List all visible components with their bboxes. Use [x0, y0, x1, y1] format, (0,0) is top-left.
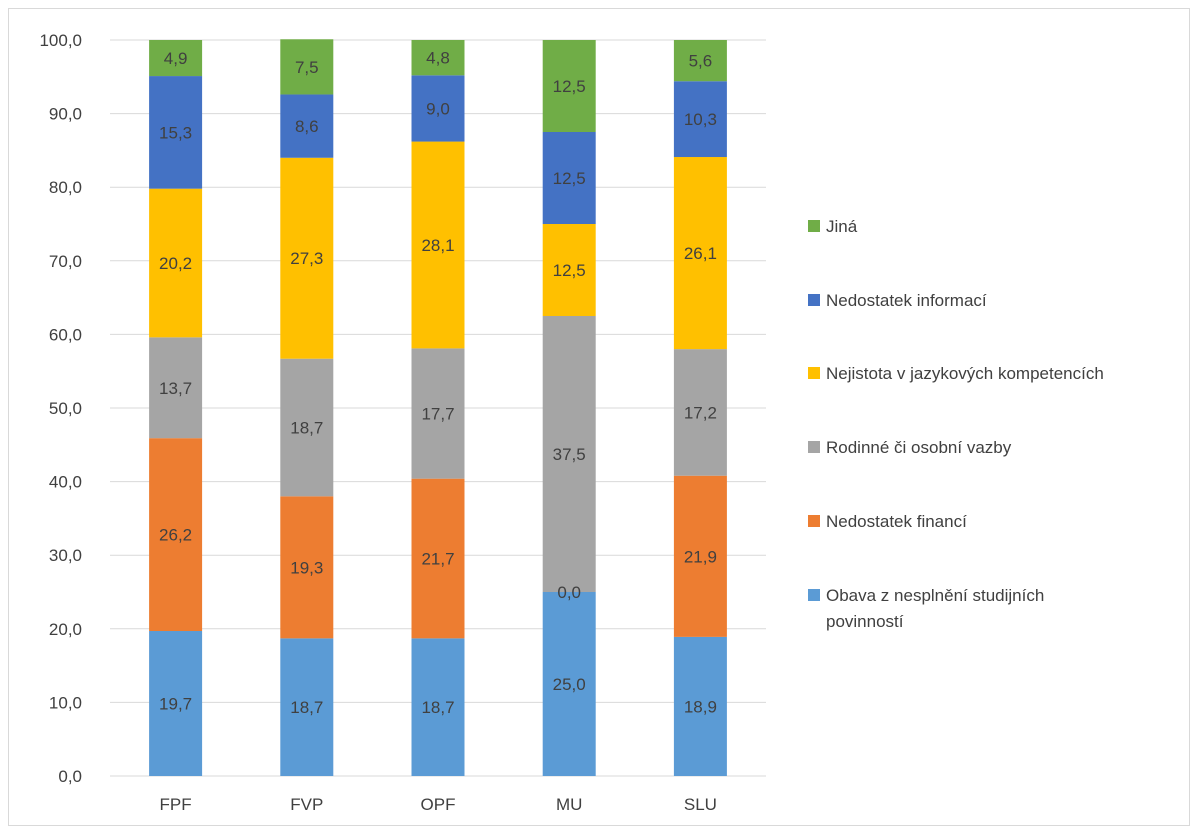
- y-axis: 0,0 10,0 20,0 30,0 40,0 50,0 60,0 70,0 80,0 90,0 1…: [39, 31, 82, 786]
- bar-segment: [280, 157, 334, 359]
- bar-segment: [411, 638, 465, 776]
- bar-segment: [411, 40, 465, 76]
- y-tick-label: 90,0: [49, 105, 82, 124]
- legend-swatch: [808, 515, 820, 527]
- legend-label: Nejistota v jazykových kompetencích: [826, 364, 1104, 383]
- data-labels: 19,7 26,2 13,7 20,2 15,3 4,9 18,7 19,3 18,7 27,3 8…: [159, 49, 717, 718]
- data-label: 28,1: [421, 236, 454, 255]
- data-label: 9,0: [426, 99, 450, 118]
- bar-segment: [542, 132, 596, 224]
- y-tick-label: 40,0: [49, 473, 82, 492]
- data-label: 37,5: [553, 445, 586, 464]
- data-label: 12,5: [553, 261, 586, 280]
- data-label: 8,6: [295, 117, 319, 136]
- bar-segment: [542, 592, 596, 776]
- legend-label: Rodinné či osobní vazby: [826, 438, 1012, 457]
- data-label: 10,3: [684, 110, 717, 129]
- legend-swatch: [808, 220, 820, 232]
- bar-segment: [149, 631, 203, 776]
- bar-segment: [411, 141, 465, 349]
- data-label: 4,9: [164, 49, 188, 68]
- bar-segment: [280, 638, 334, 776]
- bar-segment: [673, 636, 727, 776]
- data-label: 7,5: [295, 58, 319, 77]
- data-label: 12,5: [553, 169, 586, 188]
- data-label: 19,7: [159, 695, 192, 714]
- y-tick-label: 0,0: [58, 767, 82, 786]
- data-label: 19,3: [290, 558, 323, 577]
- x-tick-label: OPF: [421, 795, 456, 814]
- data-label: 5,6: [689, 52, 713, 71]
- data-label: 12,5: [553, 77, 586, 96]
- bar-segment: [280, 358, 334, 497]
- legend-swatch: [808, 589, 820, 601]
- y-tick-label: 30,0: [49, 546, 82, 565]
- bar-segment: [280, 496, 334, 639]
- data-label: 26,2: [159, 526, 192, 545]
- bar-segment: [149, 188, 203, 338]
- data-label: 25,0: [553, 675, 586, 694]
- data-label: 27,3: [290, 249, 323, 268]
- bar-segment: [673, 475, 727, 637]
- bar-segment: [149, 76, 203, 189]
- data-label: 18,7: [290, 419, 323, 438]
- y-tick-label: 10,0: [49, 693, 82, 712]
- bar-segment: [280, 39, 334, 95]
- y-tick-label: 100,0: [39, 31, 82, 50]
- data-label: 0,0: [557, 583, 581, 602]
- legend-swatch: [808, 367, 820, 379]
- bars: [149, 39, 727, 776]
- bar-segment: [542, 316, 596, 592]
- bar-segment: [673, 81, 727, 158]
- data-label: 20,2: [159, 254, 192, 273]
- data-label: 4,8: [426, 49, 450, 68]
- data-label: 15,3: [159, 123, 192, 142]
- bar-segment: [149, 337, 203, 439]
- bar-segment: [149, 40, 203, 77]
- y-tick-label: 20,0: [49, 620, 82, 639]
- bar-segment: [411, 478, 465, 639]
- legend-label: Obava z nesplnění studijních povinností: [826, 586, 1044, 631]
- bar-segment: [673, 349, 727, 476]
- legend-swatch: [808, 441, 820, 453]
- data-label: 13,7: [159, 379, 192, 398]
- x-tick-label: MU: [556, 795, 582, 814]
- data-label: 26,1: [684, 244, 717, 263]
- y-tick-label: 70,0: [49, 252, 82, 271]
- data-label: 17,7: [421, 405, 454, 424]
- y-tick-label: 50,0: [49, 399, 82, 418]
- bar-segment: [542, 40, 596, 132]
- bar-segment: [673, 157, 727, 350]
- data-label: 18,7: [421, 698, 454, 717]
- y-tick-label: 80,0: [49, 178, 82, 197]
- legend-label: Nedostatek informací: [826, 291, 987, 310]
- bar-segment: [411, 348, 465, 479]
- bar-segment: [673, 40, 727, 82]
- chart-frame: [8, 8, 1190, 826]
- data-label: 17,2: [684, 403, 717, 422]
- data-label: 21,9: [684, 547, 717, 566]
- bar-segment: [149, 438, 203, 632]
- legend: Jiná Nedostatek informací Nejistota v jazy…: [808, 217, 1104, 631]
- legend-swatch: [808, 294, 820, 306]
- legend-label: Jiná: [826, 217, 858, 236]
- data-label: 18,9: [684, 697, 717, 716]
- x-tick-label: FVP: [290, 795, 323, 814]
- x-axis: FPF FVP OPF MU SLU: [160, 795, 717, 814]
- x-tick-label: FPF: [160, 795, 192, 814]
- bar-segment: [280, 94, 334, 158]
- data-label: 18,7: [290, 698, 323, 717]
- data-label: 21,7: [421, 550, 454, 569]
- y-tick-label: 60,0: [49, 325, 82, 344]
- legend-label: Nedostatek financí: [826, 512, 967, 531]
- x-tick-label: SLU: [684, 795, 717, 814]
- bar-segment: [411, 75, 465, 142]
- bar-segment: [542, 224, 596, 316]
